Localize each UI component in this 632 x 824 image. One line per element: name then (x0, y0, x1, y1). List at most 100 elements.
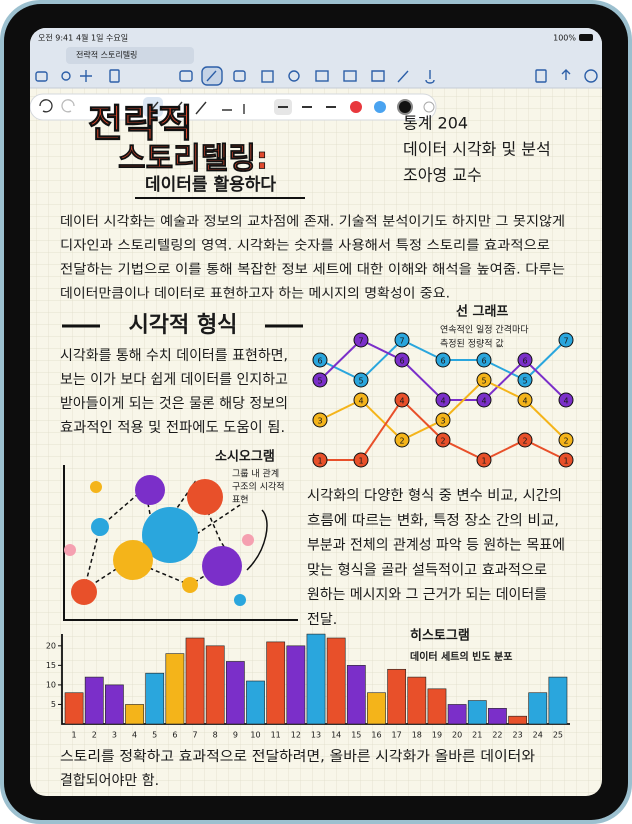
histogram-bar (488, 708, 507, 725)
point-label: 1 (317, 457, 322, 466)
image-button[interactable] (315, 70, 329, 82)
x-tick-label: 6 (172, 731, 177, 740)
line-point (476, 452, 492, 468)
closing-text: 결합되어야만 함. (60, 773, 159, 789)
undo-button[interactable] (39, 99, 53, 113)
body-text: 부분과 전체의 관계성 파악 등 원하는 목표에 (307, 538, 565, 554)
link-button[interactable] (397, 70, 409, 83)
body-text: 흐름에 따르는 변화, 특정 장소 간의 비교, (307, 513, 559, 529)
histogram-bar (286, 645, 306, 725)
sidebar-button[interactable] (35, 71, 48, 82)
line-point (558, 432, 574, 448)
point-label: 5 (522, 377, 527, 386)
x-tick-label: 3 (112, 731, 117, 740)
redo-button[interactable] (61, 99, 75, 113)
x-tick-label: 22 (492, 731, 502, 740)
x-tick-label: 16 (371, 731, 381, 740)
y-tick-label: 5 (51, 700, 56, 709)
y-tick-label: 20 (46, 641, 56, 650)
line-point (517, 352, 533, 368)
histogram-bar (326, 637, 346, 725)
status-date: 4월 1일 수요일 (76, 33, 128, 43)
toolbar-icons (35, 66, 598, 86)
point-label: 7 (358, 337, 363, 346)
intro-text: 전달하는 기법으로 이를 통해 복잡한 정보 세트에 대한 이해와 해석을 높여… (60, 263, 565, 278)
y-tick-label: 15 (46, 661, 56, 670)
histogram-bar (467, 700, 487, 725)
x-tick-label: 11 (271, 731, 281, 740)
histogram-bar (407, 676, 427, 725)
node (71, 579, 97, 605)
sociogram-caption: 표현 (232, 495, 249, 506)
x-tick-label: 15 (351, 731, 361, 740)
closing-text: 스토리를 정확하고 효과적으로 전달하려면, 올바른 시각화가 올바른 데이터와 (60, 749, 535, 765)
text-button[interactable] (261, 70, 274, 83)
histogram-bar (266, 641, 286, 725)
point-label: 6 (399, 357, 404, 366)
tab-title[interactable]: 전략적 스토리텔링 (76, 50, 137, 60)
body-text: 맞는 형식을 골라 설득적이고 효과적으로 (307, 562, 547, 578)
gallery-button[interactable] (343, 70, 357, 82)
color-picker[interactable] (423, 101, 435, 113)
histogram-bar (346, 665, 366, 725)
color-black[interactable] (397, 99, 413, 115)
more-button[interactable] (584, 69, 598, 83)
x-tick-label: 10 (250, 731, 260, 740)
sociogram-title: 소시오그램 (215, 450, 275, 465)
section-heading: 시각적 형식 (129, 313, 238, 338)
shape-button[interactable] (288, 70, 300, 82)
histogram-bar (387, 668, 407, 725)
point-label: 5 (358, 377, 363, 386)
sociogram-caption: 그룹 내 관계 (232, 468, 279, 480)
point-label: 2 (522, 437, 527, 446)
sticker-button[interactable] (371, 70, 385, 82)
section-text: 시각화를 통해 수치 데이터를 표현하면, (60, 348, 288, 364)
histogram-bar (125, 704, 144, 725)
point-label: 4 (563, 397, 568, 406)
pen-types[interactable] (147, 101, 245, 115)
x-tick-label: 21 (472, 731, 482, 740)
ai-button[interactable] (80, 70, 92, 82)
color-red[interactable] (350, 101, 362, 113)
point-label: 1 (358, 457, 363, 466)
share-button[interactable] (561, 69, 571, 80)
search-button[interactable] (61, 71, 71, 81)
line-point (558, 452, 574, 468)
page-button[interactable] (109, 69, 120, 83)
tab[interactable] (66, 47, 194, 64)
node (142, 507, 198, 563)
line-point (476, 352, 492, 368)
insert-button[interactable] (179, 70, 193, 82)
section-text: 효과적인 적용 및 전파에도 도움이 됨. (60, 420, 285, 436)
eraser-button[interactable] (233, 70, 246, 82)
pen-tools (39, 97, 435, 117)
point-label: 5 (317, 377, 322, 386)
histogram-bar (447, 704, 467, 725)
histogram-bar (367, 692, 386, 725)
y-tick-label: 10 (46, 680, 56, 689)
line-point (353, 452, 369, 468)
point-label: 4 (358, 397, 363, 406)
point-label: 6 (440, 357, 445, 366)
course-info: 통계 204 (403, 114, 468, 133)
point-label: 4 (440, 397, 445, 406)
node (182, 577, 198, 593)
x-tick-label: 4 (132, 731, 137, 740)
x-tick-label: 14 (331, 731, 341, 740)
x-tick-label: 7 (192, 731, 197, 740)
pen-toolbar (30, 93, 437, 121)
line-point (394, 392, 410, 408)
histogram-bar (508, 715, 527, 725)
line-point (353, 372, 369, 388)
line-point (312, 372, 328, 388)
line-point (312, 352, 328, 368)
mic-button[interactable] (425, 70, 435, 84)
color-blue[interactable] (374, 101, 386, 113)
line-point (476, 372, 492, 388)
node (242, 534, 254, 546)
line-chart-caption: 연속적인 일정 간격마다 (440, 324, 529, 336)
x-tick-label: 13 (311, 731, 321, 740)
battery-icon (579, 34, 593, 41)
histogram-subtitle: 데이터 세트의 빈도 분포 (410, 650, 512, 663)
export-button[interactable] (535, 69, 547, 83)
